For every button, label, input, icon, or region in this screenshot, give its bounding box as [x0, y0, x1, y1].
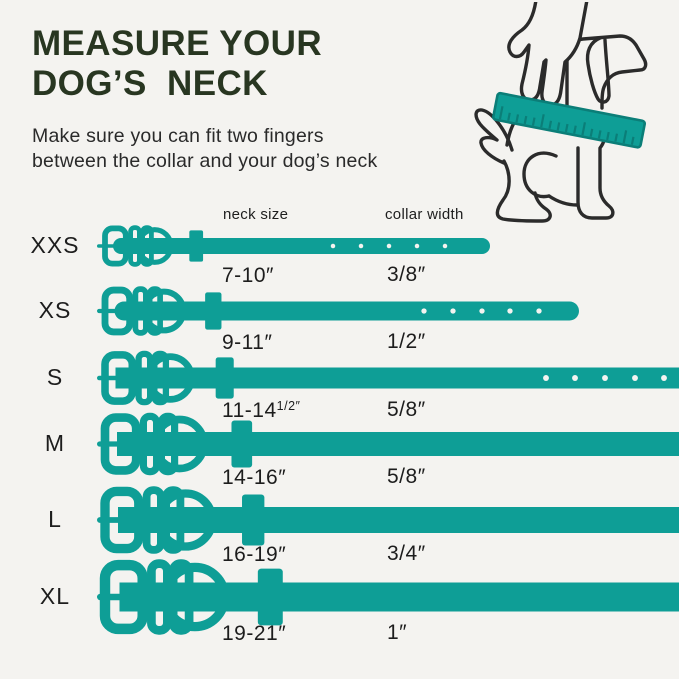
neck-size-value: 19-21″ — [222, 621, 287, 645]
collar-graphic-m — [97, 412, 679, 476]
collar-graphic-xl — [97, 559, 679, 635]
neck-size-value: 14-16″ — [222, 466, 287, 489]
collar-width-value: 5/8″ — [387, 397, 426, 421]
neck-size-value: 7-10″ — [222, 264, 274, 287]
dog-haunch — [495, 159, 552, 223]
size-label: L — [48, 506, 62, 532]
title-line1: MEASURE YOUR — [32, 24, 323, 63]
collar-graphic-s — [97, 350, 679, 406]
size-label: S — [46, 364, 64, 390]
collar-width-value: 3/4″ — [387, 542, 426, 565]
size-label: XS — [38, 297, 72, 323]
collar-graphic-l — [97, 486, 679, 554]
size-label: XL — [39, 583, 71, 609]
measuring-tape-collar — [492, 91, 647, 149]
subtitle-line1: Make sure you can fit two fingers — [32, 125, 324, 147]
collar-graphic-xs — [97, 286, 579, 336]
page-subtitle: Make sure you can fit two fingers between… — [32, 124, 377, 175]
neck-size-value: 9-11″ — [222, 330, 273, 354]
dog-ear — [585, 36, 611, 104]
collar-width-value: 1/2″ — [387, 329, 426, 353]
dog-thigh — [522, 151, 558, 199]
column-header-collar-width: collar width — [385, 206, 464, 223]
dog-front-leg — [576, 129, 615, 220]
tape-tick-marks — [498, 106, 635, 145]
size-label: M — [44, 430, 66, 456]
column-header-neck-size: neck size — [223, 206, 289, 223]
subtitle-line2: between the collar and your dog’s neck — [32, 150, 378, 173]
title-line2: DOG’S NECK — [32, 63, 268, 103]
collar-width-value: 5/8″ — [387, 465, 426, 488]
neck-size-value: 11-141/2″ — [222, 398, 301, 422]
page-title: MEASURE YOUR DOG’S NECK — [32, 24, 322, 103]
neck-size-value: 16-19″ — [222, 543, 287, 566]
dog-measuring-illustration — [474, 2, 648, 223]
dog-belly — [547, 194, 579, 207]
collar-width-value: 1″ — [387, 620, 408, 644]
dog-tail — [474, 108, 514, 165]
collar-width-value: 3/8″ — [387, 263, 426, 286]
hand-two-fingers — [507, 2, 589, 107]
size-label: XXS — [30, 232, 80, 258]
